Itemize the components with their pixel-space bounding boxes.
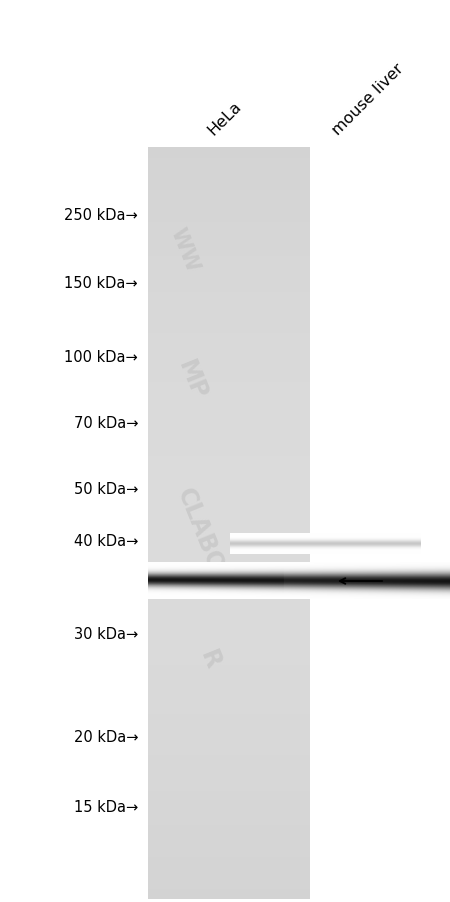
Text: CLABO: CLABO (172, 483, 228, 575)
Text: 100 kDa→: 100 kDa→ (64, 350, 138, 365)
Text: 150 kDa→: 150 kDa→ (64, 276, 138, 291)
Text: R: R (195, 647, 225, 672)
Text: MP: MP (173, 356, 211, 403)
Text: 250 kDa→: 250 kDa→ (64, 207, 138, 222)
Text: WW: WW (167, 225, 203, 275)
Text: 15 kDa→: 15 kDa→ (74, 799, 138, 815)
Text: 50 kDa→: 50 kDa→ (74, 482, 138, 497)
Text: 40 kDa→: 40 kDa→ (74, 533, 138, 548)
Text: 20 kDa→: 20 kDa→ (73, 730, 138, 745)
Text: 30 kDa→: 30 kDa→ (74, 627, 138, 642)
Text: HeLa: HeLa (204, 98, 244, 138)
Text: 70 kDa→: 70 kDa→ (73, 416, 138, 431)
Text: mouse liver: mouse liver (329, 60, 406, 138)
